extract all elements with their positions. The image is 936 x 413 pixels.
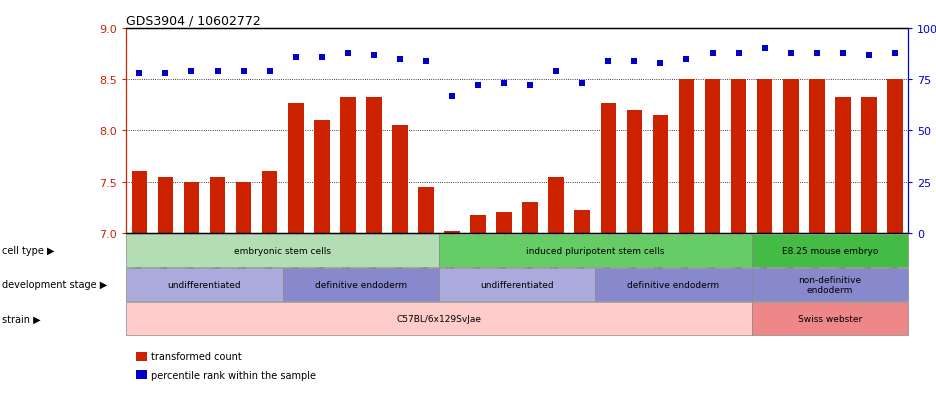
Point — [445, 93, 460, 100]
Point — [418, 58, 433, 65]
Bar — [757, 80, 772, 233]
Bar — [626, 111, 642, 233]
Bar — [575, 211, 590, 233]
Text: C57BL/6x129SvJae: C57BL/6x129SvJae — [397, 314, 481, 323]
Point — [341, 50, 356, 57]
Point — [835, 50, 850, 57]
Bar — [262, 172, 277, 233]
Bar — [835, 97, 851, 233]
Point — [236, 69, 251, 75]
Text: induced pluripotent stem cells: induced pluripotent stem cells — [526, 246, 665, 255]
Bar — [132, 172, 147, 233]
Bar — [809, 80, 825, 233]
Bar — [210, 177, 226, 233]
Point — [392, 56, 407, 63]
Bar — [366, 97, 382, 233]
Point — [887, 50, 902, 57]
Text: undifferentiated: undifferentiated — [480, 280, 554, 289]
Text: embryonic stem cells: embryonic stem cells — [234, 246, 331, 255]
Point — [497, 81, 512, 88]
Text: definitive endoderm: definitive endoderm — [314, 280, 407, 289]
Point — [731, 50, 746, 57]
Point — [601, 58, 616, 65]
Bar — [652, 116, 668, 233]
Text: E8.25 mouse embryo: E8.25 mouse embryo — [782, 246, 878, 255]
Point — [288, 54, 303, 61]
Bar — [470, 216, 486, 233]
Bar — [314, 121, 329, 233]
Point — [314, 54, 329, 61]
Bar — [418, 188, 433, 233]
Bar — [340, 97, 356, 233]
Text: non-definitive
endoderm: non-definitive endoderm — [798, 275, 861, 294]
Bar — [861, 97, 877, 233]
Text: definitive endoderm: definitive endoderm — [627, 280, 720, 289]
Bar — [183, 182, 199, 233]
Point — [575, 81, 590, 88]
Point — [810, 50, 825, 57]
Bar — [445, 231, 460, 233]
Bar — [601, 104, 616, 233]
Bar — [887, 80, 902, 233]
Point — [679, 56, 694, 63]
Point — [627, 58, 642, 65]
Point — [653, 60, 668, 67]
Point — [757, 46, 772, 53]
Point — [783, 50, 798, 57]
Point — [861, 52, 876, 59]
Bar — [522, 203, 538, 233]
Bar — [731, 80, 746, 233]
Bar — [496, 213, 512, 233]
Point — [366, 52, 381, 59]
Bar — [392, 126, 408, 233]
Text: development stage ▶: development stage ▶ — [2, 280, 107, 290]
Point — [705, 50, 720, 57]
Point — [262, 69, 277, 75]
Text: Swiss webster: Swiss webster — [797, 314, 862, 323]
Text: transformed count: transformed count — [151, 351, 241, 361]
Point — [548, 69, 563, 75]
Bar — [782, 80, 798, 233]
Point — [184, 69, 199, 75]
Point — [471, 83, 486, 90]
Text: strain ▶: strain ▶ — [2, 313, 40, 323]
Bar — [679, 80, 695, 233]
Bar — [157, 177, 173, 233]
Text: GDS3904 / 10602772: GDS3904 / 10602772 — [126, 14, 261, 27]
Bar — [236, 182, 252, 233]
Bar — [548, 177, 564, 233]
Point — [132, 71, 147, 77]
Point — [158, 71, 173, 77]
Text: cell type ▶: cell type ▶ — [2, 246, 54, 256]
Point — [522, 83, 537, 90]
Text: percentile rank within the sample: percentile rank within the sample — [151, 370, 315, 380]
Text: undifferentiated: undifferentiated — [168, 280, 241, 289]
Bar — [705, 80, 721, 233]
Point — [210, 69, 225, 75]
Bar — [288, 104, 303, 233]
